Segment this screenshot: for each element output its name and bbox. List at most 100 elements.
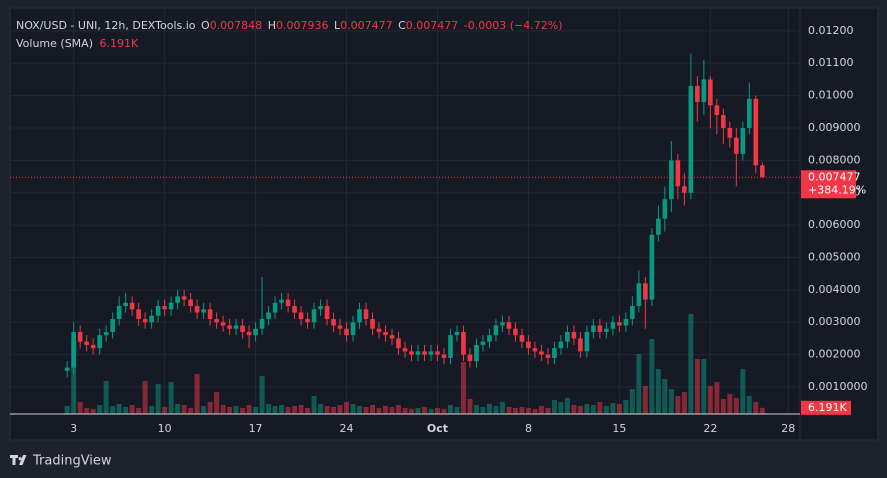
candle-body (168, 302, 174, 310)
y-tick-label: 0.006000 (808, 218, 861, 231)
volume-bar (681, 392, 687, 414)
volume-bar (77, 402, 83, 414)
candle-body (324, 306, 330, 320)
candle-body (318, 306, 323, 310)
candle-body (526, 341, 531, 349)
volume-bar (246, 405, 252, 414)
candle-body (344, 328, 349, 336)
volume-bar (123, 407, 129, 414)
volume-bar (473, 405, 479, 414)
volume-bar (337, 405, 343, 414)
volume-bar (564, 398, 570, 414)
volume-bar (318, 404, 324, 414)
candle-body (760, 165, 765, 178)
volume-bar (506, 407, 512, 414)
candle-body (357, 309, 362, 323)
volume-bar (207, 402, 213, 414)
volume-bar (259, 376, 265, 414)
candle-body (428, 351, 434, 355)
candle-body (383, 331, 388, 336)
x-tick-label: Oct (427, 422, 448, 435)
h-label: H (268, 19, 276, 32)
y-tick-label: 0.01000 (808, 89, 854, 102)
volume-bar (240, 408, 246, 414)
volume-bar (532, 409, 538, 414)
candle-body (233, 325, 239, 329)
volume-bar (733, 398, 739, 414)
volume-bar (363, 407, 369, 414)
volume-bar (181, 405, 187, 414)
footer-text: TradingView (32, 454, 112, 469)
volume-bar (408, 409, 414, 414)
volume-bar (707, 386, 713, 414)
candle-body (162, 306, 167, 310)
volume-bar (415, 408, 421, 414)
candle-body (617, 322, 622, 326)
candle-body (461, 331, 466, 355)
volume-bar (175, 404, 181, 414)
candle-body (123, 302, 128, 307)
volume-bar (597, 402, 603, 414)
volume-bar (701, 359, 707, 414)
x-tick-label: 28 (781, 422, 795, 435)
candle-body (552, 348, 557, 358)
volume-bar (324, 406, 330, 414)
candle-body (454, 331, 460, 336)
volume-bar (688, 314, 694, 414)
volume-bar (720, 399, 726, 414)
candle-body (597, 325, 603, 332)
candle-body (337, 325, 343, 329)
volume-bar (642, 386, 648, 414)
candle-body (480, 341, 486, 345)
volume-bar (753, 402, 759, 414)
c-label: C (398, 19, 406, 32)
candle-body (708, 79, 713, 106)
candle-body (240, 325, 245, 332)
candle-body (578, 338, 583, 352)
candle-body (584, 331, 590, 352)
volume-bar (129, 405, 135, 414)
volume-bar (194, 374, 200, 414)
candle-body (77, 331, 83, 342)
chart-frame (9, 7, 879, 441)
volume-bar (253, 407, 259, 414)
volume-bar (402, 408, 408, 414)
candle-body (409, 351, 414, 355)
volume-bar (493, 406, 499, 414)
candle-body (513, 328, 518, 336)
y-tick-label: 0.003000 (808, 315, 861, 328)
volume-bar (272, 406, 278, 414)
candle-body (194, 306, 200, 313)
candle-body (259, 319, 265, 329)
volume-tag-value: 6.191K (808, 401, 847, 414)
volume-bar (383, 406, 389, 414)
candle-body (623, 319, 629, 326)
volume-bar (292, 406, 298, 414)
candle-body (701, 79, 707, 103)
volume-legend: Volume (SMA) 6.191K (16, 37, 139, 50)
volume-bar (201, 406, 207, 414)
candle-body (246, 331, 252, 336)
y-tick-label: 0.009000 (808, 121, 861, 134)
h-value: 0.007936 (276, 19, 329, 32)
volume-bar (149, 406, 155, 414)
candle-body (571, 331, 577, 339)
candle-body (266, 312, 271, 320)
candle-body (214, 319, 219, 323)
volume-bar (266, 404, 272, 414)
volume-bar (331, 407, 337, 414)
volume-bar (603, 406, 609, 414)
volume-bar (64, 406, 70, 414)
volume-bar (538, 406, 544, 414)
volume-bar (571, 405, 577, 414)
y-tick-label: 0.002000 (808, 348, 861, 361)
volume-bar (480, 407, 486, 414)
footer-logo: TradingView (10, 454, 112, 469)
x-tick-label: 8 (525, 422, 532, 435)
volume-bar (675, 396, 681, 414)
candle-body (227, 325, 232, 329)
volume-bar (97, 405, 103, 414)
volume-bar (84, 408, 90, 414)
candle-body (591, 325, 596, 332)
volume-bar (136, 408, 142, 414)
